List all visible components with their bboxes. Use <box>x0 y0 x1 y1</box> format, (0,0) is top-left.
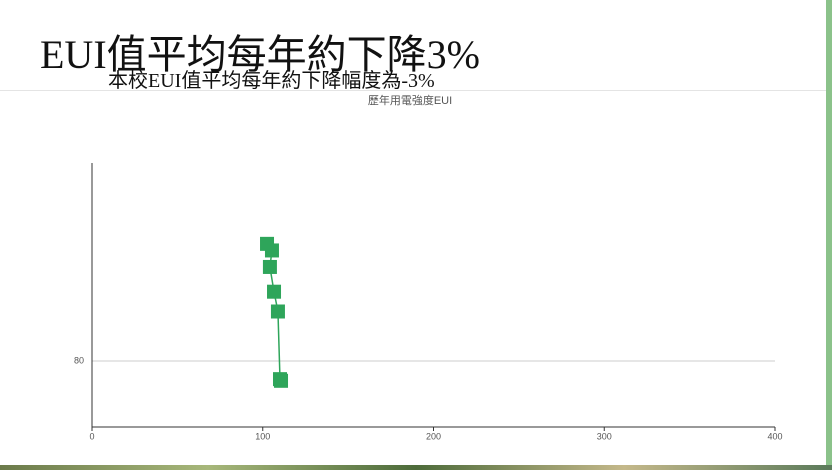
x-tick-label: 100 <box>255 431 270 441</box>
x-tick-label: 300 <box>597 431 612 441</box>
marker <box>270 304 285 319</box>
marker <box>262 259 277 274</box>
divider <box>0 90 826 91</box>
x-tick-label: 0 <box>89 431 94 441</box>
bottom-strip <box>0 465 832 470</box>
x-tick-label: 200 <box>426 431 441 441</box>
chart-title: 歷年用電強度EUI <box>368 93 452 107</box>
slide-subheading: 本校EUI值平均每年約下降幅度為-3% <box>108 70 435 92</box>
marker <box>274 373 289 388</box>
marker <box>267 284 282 299</box>
y-tick-label: 80 <box>74 355 84 365</box>
slide-heading: EUI值平均每年約下降3% <box>40 32 480 77</box>
marker <box>264 243 279 258</box>
side-strip <box>826 0 832 470</box>
x-tick-label: 400 <box>767 431 782 441</box>
